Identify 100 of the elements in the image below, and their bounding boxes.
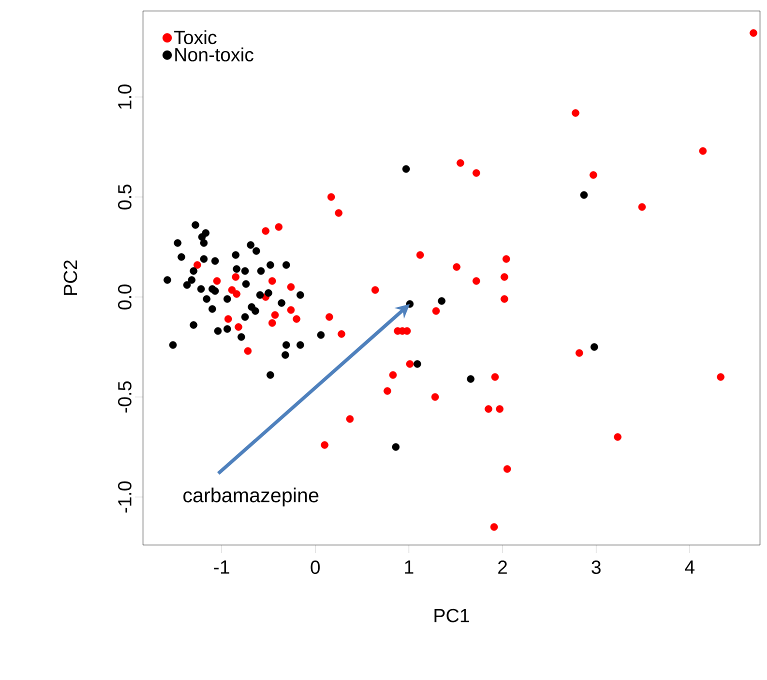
point bbox=[241, 313, 249, 321]
x-tick-label: 0 bbox=[310, 560, 320, 574]
point bbox=[238, 333, 246, 341]
point bbox=[174, 239, 182, 247]
point bbox=[320, 441, 328, 449]
legend-label: Toxic bbox=[174, 30, 217, 44]
point bbox=[384, 387, 392, 395]
point bbox=[287, 306, 295, 314]
point bbox=[241, 267, 249, 275]
point bbox=[223, 325, 232, 333]
point bbox=[389, 371, 397, 379]
point bbox=[502, 255, 510, 263]
point bbox=[232, 290, 240, 298]
point bbox=[271, 311, 279, 319]
y-axis-title: PC2 bbox=[64, 260, 78, 295]
point bbox=[716, 373, 724, 381]
point bbox=[406, 360, 414, 368]
point bbox=[228, 286, 236, 294]
point bbox=[256, 291, 264, 299]
point bbox=[438, 297, 446, 305]
point bbox=[576, 349, 584, 357]
point bbox=[278, 299, 286, 307]
point bbox=[200, 255, 208, 263]
point bbox=[590, 171, 598, 179]
point bbox=[472, 277, 480, 285]
point bbox=[466, 375, 474, 383]
point bbox=[232, 265, 240, 273]
point bbox=[223, 295, 232, 303]
annotation: carbamazepine bbox=[183, 488, 318, 506]
point bbox=[580, 191, 588, 199]
point bbox=[183, 281, 191, 289]
point bbox=[246, 241, 254, 249]
point bbox=[456, 159, 464, 167]
point bbox=[296, 291, 304, 299]
point bbox=[211, 287, 219, 295]
point bbox=[244, 347, 252, 355]
point bbox=[194, 261, 202, 269]
y-tick-label: -1.0 bbox=[118, 481, 132, 513]
point bbox=[416, 251, 424, 259]
point bbox=[266, 371, 274, 379]
point bbox=[274, 223, 283, 231]
y-tick-label: 1.0 bbox=[118, 84, 132, 109]
point bbox=[282, 351, 290, 359]
point bbox=[500, 295, 508, 303]
point bbox=[750, 29, 758, 37]
point bbox=[242, 280, 250, 288]
point bbox=[266, 261, 274, 269]
point bbox=[614, 433, 622, 441]
point bbox=[213, 277, 221, 285]
point bbox=[287, 283, 295, 291]
point bbox=[268, 277, 276, 285]
point bbox=[392, 443, 400, 451]
point bbox=[496, 405, 504, 413]
x-tick-label: 3 bbox=[592, 560, 601, 574]
x-tick-label: 4 bbox=[684, 560, 695, 574]
point bbox=[268, 319, 276, 327]
x-tick-label: -1 bbox=[214, 560, 230, 574]
point bbox=[452, 263, 460, 271]
point bbox=[472, 169, 480, 177]
point bbox=[296, 341, 304, 349]
point bbox=[282, 341, 290, 349]
point bbox=[572, 109, 580, 117]
point bbox=[234, 323, 242, 331]
point bbox=[197, 285, 205, 293]
point bbox=[484, 405, 492, 413]
point bbox=[282, 261, 290, 269]
point bbox=[590, 343, 598, 351]
point bbox=[326, 313, 334, 321]
y-tick-label: 0.5 bbox=[118, 184, 132, 210]
point bbox=[327, 193, 335, 201]
legend-label: Non-toxic bbox=[175, 47, 254, 62]
point bbox=[200, 239, 208, 247]
x-tick-label: 1 bbox=[405, 560, 414, 574]
point bbox=[211, 257, 219, 265]
point bbox=[232, 251, 240, 259]
point bbox=[264, 289, 272, 297]
point bbox=[699, 147, 707, 155]
x-tick-label: 2 bbox=[498, 560, 507, 574]
point bbox=[192, 221, 200, 229]
point bbox=[431, 393, 439, 401]
point bbox=[214, 327, 222, 335]
point bbox=[178, 253, 186, 261]
point bbox=[208, 305, 216, 313]
point bbox=[252, 247, 260, 255]
point bbox=[164, 276, 172, 284]
point bbox=[202, 295, 210, 303]
point bbox=[338, 330, 346, 338]
point bbox=[432, 307, 440, 315]
point bbox=[252, 307, 260, 315]
point bbox=[503, 465, 512, 473]
point bbox=[169, 341, 177, 349]
point bbox=[188, 276, 196, 284]
point bbox=[190, 267, 198, 275]
point bbox=[491, 373, 499, 381]
point bbox=[190, 321, 198, 329]
point bbox=[317, 331, 325, 339]
point bbox=[638, 203, 646, 211]
point bbox=[414, 360, 422, 368]
y-tick-label: 0.0 bbox=[118, 284, 132, 310]
point bbox=[257, 267, 265, 275]
